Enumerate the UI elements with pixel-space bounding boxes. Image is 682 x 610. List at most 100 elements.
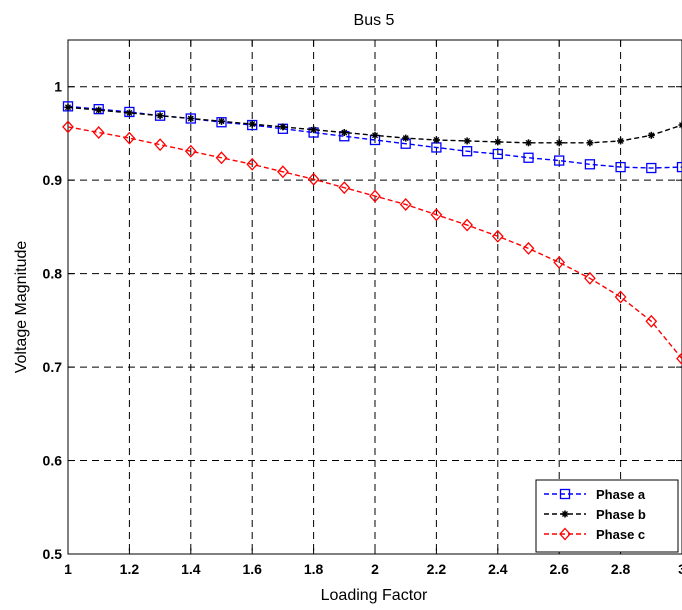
data-point xyxy=(461,146,473,157)
data-point xyxy=(247,119,258,131)
data-point xyxy=(340,129,348,137)
data-point xyxy=(522,241,535,255)
data-point xyxy=(218,117,225,125)
data-point xyxy=(615,161,626,173)
x-tick-label: 2.8 xyxy=(611,561,631,577)
legend-marker xyxy=(559,488,571,500)
series-phase-c xyxy=(62,120,682,366)
data-point xyxy=(123,131,136,145)
data-point xyxy=(154,138,166,152)
data-point xyxy=(676,352,682,366)
data-point xyxy=(125,109,133,117)
star-stroke xyxy=(433,137,440,143)
y-axis-title: Voltage Magnitude xyxy=(13,241,30,374)
star-stroke xyxy=(562,511,568,517)
legend-label: Phase b xyxy=(596,507,646,522)
data-point xyxy=(277,165,289,179)
data-point xyxy=(430,208,443,222)
series-line xyxy=(67,126,682,360)
data-point xyxy=(279,123,287,131)
x-tick-label: 1.8 xyxy=(304,561,324,577)
x-tick-label: 1 xyxy=(64,561,72,577)
x-tick-label: 1.2 xyxy=(120,561,140,577)
data-point xyxy=(156,112,164,120)
star-stroke xyxy=(65,104,71,111)
series-line xyxy=(67,105,682,169)
star-stroke xyxy=(464,137,471,144)
y-tick-label: 0.8 xyxy=(43,266,63,282)
star-stroke xyxy=(617,137,624,144)
star-stroke xyxy=(556,139,563,146)
y-tick-label: 0.7 xyxy=(43,359,63,375)
x-tick-label: 1.6 xyxy=(242,561,262,577)
y-tick-label: 0.9 xyxy=(43,172,63,188)
data-point xyxy=(614,290,627,304)
data-point xyxy=(184,144,197,158)
star-stroke xyxy=(187,115,194,122)
data-point xyxy=(216,117,227,128)
data-point xyxy=(185,113,196,124)
data-point xyxy=(371,131,379,139)
x-tick-label: 2.2 xyxy=(427,561,447,577)
data-point xyxy=(338,181,351,195)
x-tick-label: 2 xyxy=(371,561,379,577)
star-stroke xyxy=(494,138,501,145)
data-point xyxy=(402,134,410,142)
data-point xyxy=(553,255,566,269)
x-tick-label: 3 xyxy=(678,561,682,577)
x-tick-label: 2.4 xyxy=(488,561,508,577)
star-stroke xyxy=(341,129,348,136)
data-point xyxy=(584,271,596,285)
grid xyxy=(68,40,682,554)
legend: Phase a Phase b Phase c xyxy=(535,479,679,553)
star-stroke xyxy=(648,132,655,139)
y-tick-label: 0.5 xyxy=(43,546,63,562)
star-stroke xyxy=(126,109,133,116)
legend-label: Phase a xyxy=(596,487,646,502)
data-point xyxy=(95,106,103,114)
data-point xyxy=(62,120,74,134)
legend-marker xyxy=(561,510,569,518)
legend-entry: Phase c xyxy=(544,527,645,542)
data-point xyxy=(215,151,228,165)
data-point xyxy=(64,103,72,111)
y-tick-label: 1 xyxy=(54,79,62,95)
data-point xyxy=(645,314,658,328)
star-stroke xyxy=(310,126,317,133)
y-tick-label: 0.6 xyxy=(43,453,63,469)
legend-entry: Phase a xyxy=(544,487,646,502)
data-point xyxy=(369,189,381,203)
data-point xyxy=(617,137,625,145)
data-point xyxy=(554,155,565,166)
star-stroke xyxy=(372,132,378,139)
data-point xyxy=(523,152,534,163)
data-point xyxy=(586,139,594,147)
data-point xyxy=(248,120,256,128)
star-stroke xyxy=(157,112,164,119)
data-point xyxy=(492,148,503,160)
x-tick-label: 1.4 xyxy=(181,561,201,577)
legend-entry: Phase b xyxy=(544,507,646,522)
data-point xyxy=(92,126,105,139)
star-stroke xyxy=(95,107,102,114)
data-point xyxy=(491,229,504,243)
star-stroke xyxy=(586,139,593,146)
x-axis-title: Loading Factor xyxy=(321,587,428,604)
data-point xyxy=(646,162,657,174)
series-phase-b xyxy=(64,103,682,147)
x-tick-label: 2.6 xyxy=(549,561,569,577)
data-point xyxy=(676,161,682,173)
series xyxy=(62,101,682,366)
data-point xyxy=(647,131,655,139)
chart-title: Bus 5 xyxy=(354,12,395,29)
star-stroke xyxy=(249,121,256,128)
data-point xyxy=(525,139,532,147)
data-point xyxy=(555,139,563,147)
data-point xyxy=(678,121,682,129)
data-point xyxy=(432,136,440,144)
star-stroke xyxy=(679,122,682,126)
star-stroke xyxy=(218,118,225,125)
data-point xyxy=(399,198,412,211)
axis-ticks: 1 1.2 1.4 1.6 1.8 2 2.2 2.4 2.6 2.8 3 0.5 0.6 0.7 0.8 0… xyxy=(43,40,682,577)
